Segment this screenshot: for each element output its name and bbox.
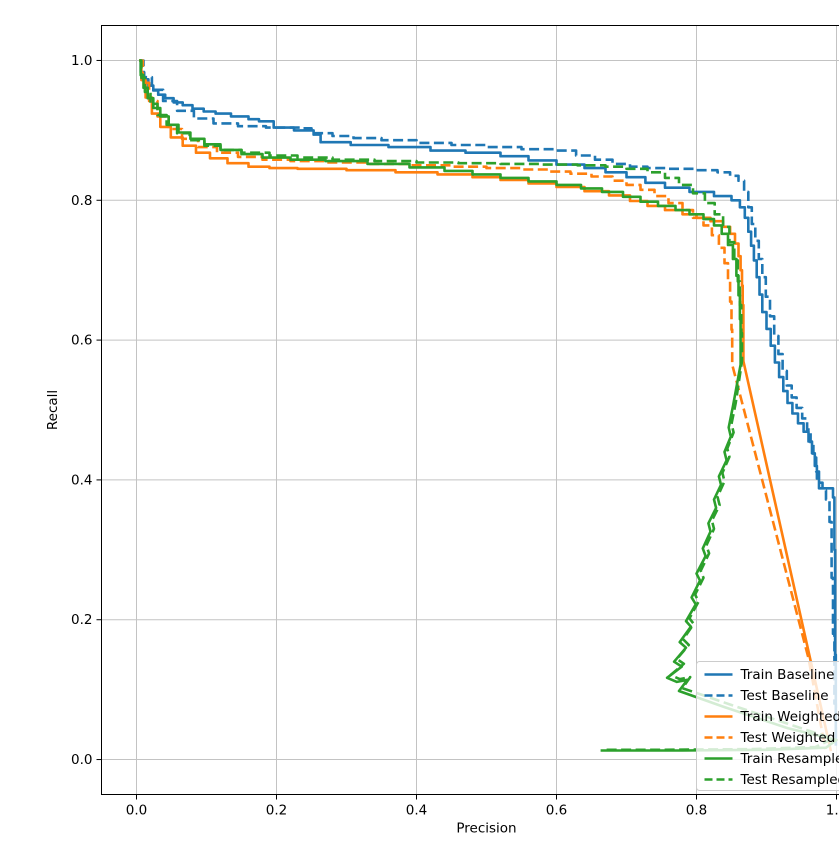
- series-line-train-weighted: [139, 61, 831, 752]
- x-tick-label: 0.6: [546, 803, 567, 819]
- x-tick-label: 0.2: [266, 803, 287, 819]
- legend-label-test-resampled: Test Resampled: [740, 772, 839, 788]
- y-axis-label: Recall: [45, 390, 61, 430]
- x-tick-label: 0.8: [686, 803, 707, 819]
- legend-label-train-baseline: Train Baseline: [740, 667, 835, 683]
- y-tick-label: 0.2: [71, 612, 92, 628]
- x-tick-label: 0.4: [406, 803, 427, 819]
- y-tick-label: 0.4: [71, 472, 92, 488]
- x-tick-label: 1.0: [826, 803, 839, 819]
- x-tick-label: 0.0: [126, 803, 147, 819]
- y-tick-label: 0.8: [71, 193, 92, 209]
- pr-curve-figure: 0.0 0.2 0.4 0.6 0.8 1.0 0.0 0.2 0.4 0.6 0.8 1.0 Prec…: [40, 16, 839, 849]
- x-axis-label: Precision: [456, 821, 516, 837]
- y-tick-label: 0.6: [71, 333, 92, 349]
- legend-label-train-resampled: Train Resampled: [740, 751, 839, 767]
- y-tick-label: 0.0: [71, 752, 92, 768]
- legend-label-test-weighted: Test Weighted: [740, 730, 836, 746]
- pr-curve-chart: 0.0 0.2 0.4 0.6 0.8 1.0 0.0 0.2 0.4 0.6 0.8 1.0 Prec…: [40, 16, 839, 849]
- legend-label-test-baseline: Test Baseline: [740, 688, 829, 704]
- legend-label-train-weighted: Train Weighted: [740, 709, 839, 725]
- y-tick-label: 1.0: [71, 53, 92, 69]
